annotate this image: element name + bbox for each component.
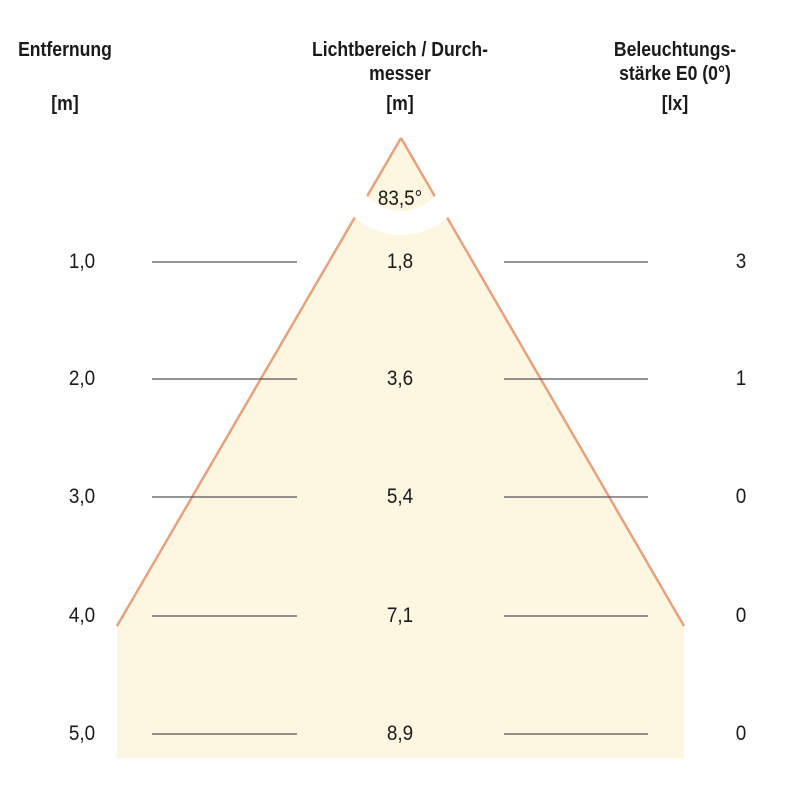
row-diameter: 1,8: [386, 250, 414, 273]
row-distance: 4,0: [68, 604, 96, 627]
row-distance: 1,0: [68, 250, 96, 273]
row-distance: 2,0: [68, 367, 96, 390]
header-illuminance-unit: [lx]: [661, 93, 689, 115]
header-distance-unit: [m]: [51, 93, 79, 115]
header-illuminance-label: Beleuchtungs-: [613, 39, 737, 61]
beam-angle-label: 83,5°: [377, 187, 423, 210]
row-diameter: 3,6: [386, 367, 414, 390]
header-diameter-unit: [m]: [386, 93, 414, 115]
row-illuminance: 0: [735, 722, 747, 745]
header-illuminance-label2: stärke E0 (0°): [619, 63, 731, 85]
angle-label-band: [341, 189, 461, 235]
row-illuminance: 0: [735, 604, 747, 627]
header-diameter-label2: messer: [369, 63, 431, 85]
header-diameter-label: Lichtbereich / Durch-: [311, 39, 489, 61]
row-distance: 5,0: [68, 722, 96, 745]
row-diameter: 8,9: [386, 722, 414, 745]
header-illuminance: Beleuchtungs- stärke E0 (0°) [lx]: [591, 38, 758, 116]
cone-edge-left: [115, 137, 403, 627]
cone-edge-right: [399, 137, 686, 627]
row-diameter: 7,1: [386, 604, 414, 627]
row-illuminance: 3: [735, 250, 747, 273]
row-illuminance: 1: [735, 367, 747, 390]
row-distance: 3,0: [68, 485, 96, 508]
header-distance-label: Entfernung: [18, 39, 112, 61]
header-diameter: Lichtbereich / Durch- messer [m]: [286, 38, 515, 116]
header-distance: Entfernung [m]: [17, 38, 114, 116]
row-illuminance: 0: [735, 485, 747, 508]
row-diameter: 5,4: [386, 485, 414, 508]
light-cone: [117, 138, 684, 758]
